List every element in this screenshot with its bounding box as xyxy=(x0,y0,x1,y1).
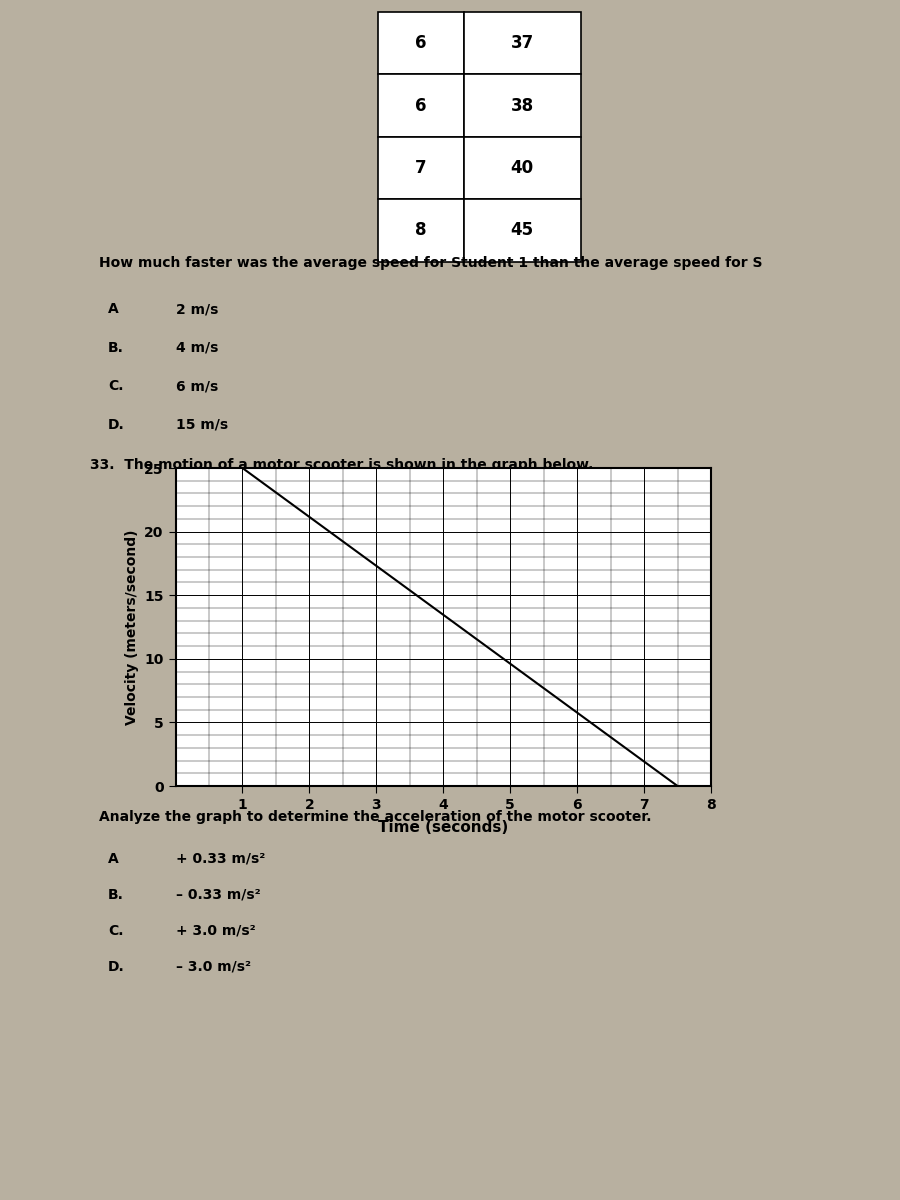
Text: 2 m/s: 2 m/s xyxy=(176,302,218,317)
Text: 8: 8 xyxy=(415,221,427,240)
Text: 6: 6 xyxy=(415,97,427,115)
Text: A: A xyxy=(108,302,119,317)
Text: – 0.33 m/s²: – 0.33 m/s² xyxy=(176,888,260,902)
Text: 38: 38 xyxy=(510,97,534,115)
FancyBboxPatch shape xyxy=(378,74,464,137)
Text: 37: 37 xyxy=(510,34,534,52)
Text: 7: 7 xyxy=(415,158,427,176)
Text: + 0.33 m/s²: + 0.33 m/s² xyxy=(176,852,265,866)
FancyBboxPatch shape xyxy=(378,199,464,262)
Text: Analyze the graph to determine the acceleration of the motor scooter.: Analyze the graph to determine the accel… xyxy=(99,810,652,824)
Text: 45: 45 xyxy=(510,221,534,240)
Text: + 3.0 m/s²: + 3.0 m/s² xyxy=(176,924,255,938)
Text: 6 m/s: 6 m/s xyxy=(176,379,218,394)
Text: 6: 6 xyxy=(415,34,427,52)
FancyBboxPatch shape xyxy=(464,199,580,262)
FancyBboxPatch shape xyxy=(464,12,580,74)
Text: – 3.0 m/s²: – 3.0 m/s² xyxy=(176,960,250,974)
Text: B.: B. xyxy=(108,341,124,355)
FancyBboxPatch shape xyxy=(378,137,464,199)
Text: C.: C. xyxy=(108,379,123,394)
Text: D.: D. xyxy=(108,960,125,974)
Text: B.: B. xyxy=(108,888,124,902)
X-axis label: Time (seconds): Time (seconds) xyxy=(378,820,508,835)
Text: A: A xyxy=(108,852,119,866)
FancyBboxPatch shape xyxy=(464,137,580,199)
Text: D.: D. xyxy=(108,418,125,432)
Text: 4 m/s: 4 m/s xyxy=(176,341,218,355)
FancyBboxPatch shape xyxy=(378,12,464,74)
Text: 33.  The motion of a motor scooter is shown in the graph below.: 33. The motion of a motor scooter is sho… xyxy=(90,458,593,473)
FancyBboxPatch shape xyxy=(464,74,580,137)
Text: C.: C. xyxy=(108,924,123,938)
Text: 40: 40 xyxy=(510,158,534,176)
Y-axis label: Velocity (meters/second): Velocity (meters/second) xyxy=(124,529,139,725)
Text: 15 m/s: 15 m/s xyxy=(176,418,228,432)
Text: How much faster was the average speed for Student 1 than the average speed for S: How much faster was the average speed fo… xyxy=(99,256,762,270)
